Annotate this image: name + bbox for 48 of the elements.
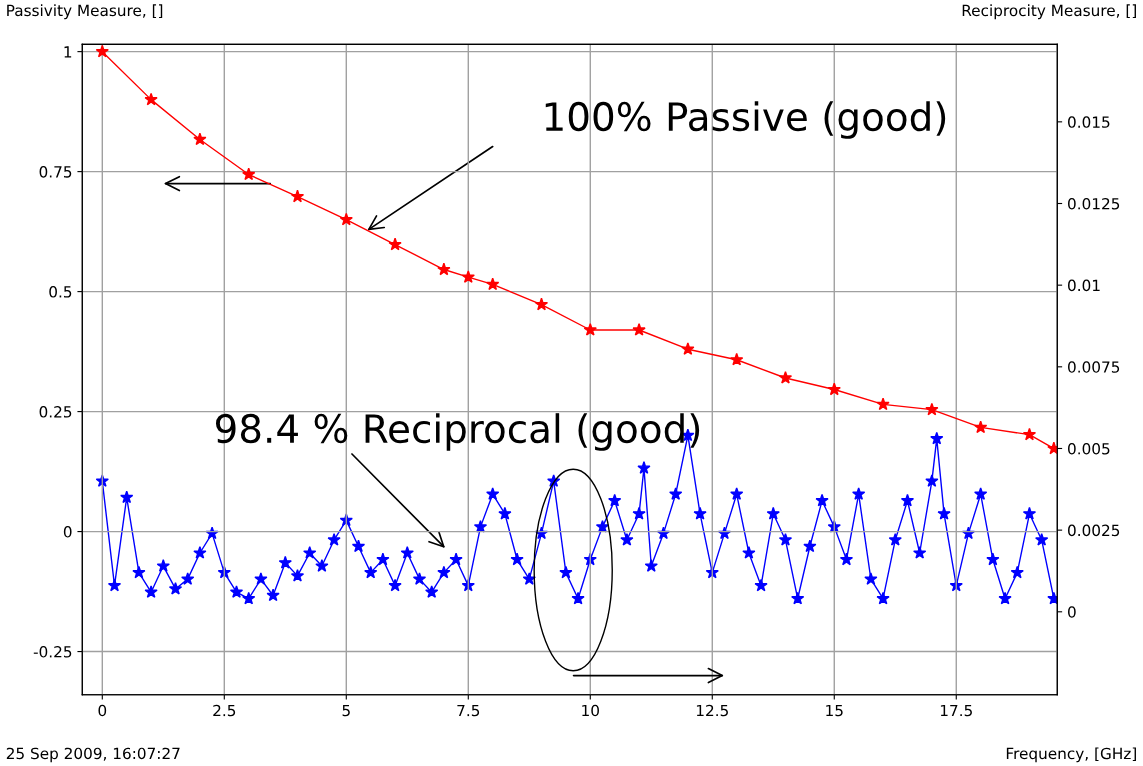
x-axis-title: Frequency, [GHz] (1006, 747, 1136, 763)
x-tick-label: 7.5 (457, 704, 480, 717)
point (95, 44, 109, 58)
y2-tick-label: 0.0125 (1068, 197, 1120, 210)
point (193, 132, 207, 146)
x-tick-label: 12.5 (696, 704, 728, 717)
point (388, 237, 402, 251)
point (778, 371, 793, 384)
x-tick-label: 0 (98, 704, 107, 717)
point (730, 352, 744, 366)
point (486, 277, 500, 291)
y2-tick-label: 0.01 (1068, 279, 1100, 292)
point (583, 323, 597, 336)
y-tick-label: -0.25 (33, 646, 72, 658)
text: 25 Sep 2009, 16:07:27 (6, 747, 180, 763)
point (827, 382, 841, 396)
y-tick-label: 0.25 (39, 406, 72, 418)
point (925, 402, 939, 416)
point (461, 270, 475, 283)
point (437, 262, 451, 276)
y2-axis-title: Reciprocity Measure, [] (962, 4, 1136, 20)
x-tick-label: 10 (582, 704, 599, 717)
point (242, 167, 256, 181)
point (876, 397, 890, 411)
point (632, 323, 646, 336)
y-axis-title: Passivity Measure, [] (7, 4, 163, 20)
x-tick-label: 15 (826, 704, 843, 717)
point (1022, 427, 1037, 441)
point (534, 297, 549, 311)
annotation: 98.4 % Reciprocal (good) (215, 413, 700, 451)
x-tick-label: 5 (342, 704, 350, 717)
point (974, 420, 988, 434)
x-tick-label: 2.5 (213, 704, 236, 717)
y2-tick-label: 0.0075 (1068, 361, 1120, 373)
point (144, 92, 158, 106)
y2-tick-label: 0.005 (1068, 442, 1110, 455)
y-tick-label: 0.75 (39, 166, 72, 178)
y2-tick-label: 0 (1068, 606, 1076, 618)
point (339, 212, 353, 226)
point (681, 342, 695, 355)
y2-tick-label: 0.015 (1068, 116, 1110, 128)
y-tick-label: 0.5 (49, 286, 72, 298)
y-tick-label: 0 (63, 526, 72, 538)
annotation: 100% Passive (good) (545, 101, 946, 139)
y2-tick-label: 0.0025 (1068, 524, 1120, 537)
x-tick-label: 17.5 (940, 704, 972, 717)
point (290, 189, 305, 203)
y-tick-label: 1 (64, 46, 72, 58)
